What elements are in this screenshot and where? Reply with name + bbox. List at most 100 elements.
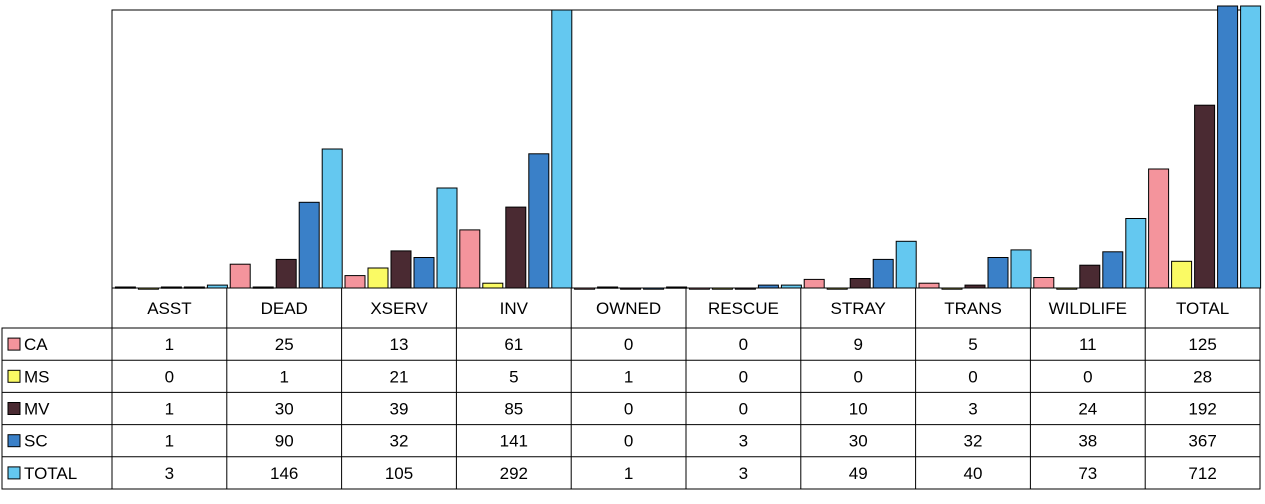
cell-ms-trans: 0 [968,367,977,386]
legend-swatch-ca [7,337,21,351]
bar-mv-inv [505,206,527,289]
bar-total-trans [1010,249,1032,289]
cell-total-asst: 3 [165,464,174,483]
bar-ca-dead [229,263,251,289]
legend: CA MS MV SC TOTAL [7,335,77,483]
bar-total-dead [321,148,343,289]
legend-swatch-mv [7,402,21,415]
cell-ms-asst: 0 [165,367,174,386]
cell-sc-stray: 30 [849,432,868,451]
category-label-total: TOTAL [1176,299,1229,318]
bar-sc-stray [872,258,894,289]
legend-label-ms: MS [24,367,50,386]
legend-swatch-total [7,466,21,480]
bar-ca-inv [459,229,481,289]
cell-ca-wildlife: 11 [1079,335,1097,354]
cell-total-xserv: 105 [385,464,413,483]
cell-ca-trans: 5 [968,335,977,354]
cell-total-dead: 146 [270,464,298,483]
category-label-inv: INV [500,299,529,318]
cell-ms-owned: 1 [624,367,633,386]
legend-label-mv: MV [24,400,50,419]
cell-sc-dead: 90 [275,432,294,451]
bar-mv-xserv [390,250,412,289]
cell-ca-rescue: 0 [739,335,748,354]
category-label-stray: STRAY [830,299,885,318]
cell-ca-dead: 25 [275,335,294,354]
cell-sc-inv: 141 [500,432,528,451]
cell-mv-xserv: 39 [390,400,409,419]
bar-ca-total [1148,168,1170,289]
cell-mv-inv: 85 [504,400,523,419]
bar-mv-dead [275,258,297,289]
bar-ca-trans [918,282,940,289]
cell-mv-trans: 3 [968,400,977,419]
cell-sc-asst: 1 [165,432,174,451]
bar-sc-inv [528,153,550,289]
cell-mv-asst: 1 [165,400,174,419]
cell-total-owned: 1 [624,464,633,483]
bar-sc-wildlife [1102,251,1124,289]
bar-ca-stray [803,278,825,289]
cell-total-wildlife: 73 [1078,464,1097,483]
cell-total-rescue: 3 [739,464,748,483]
bar-ca-wildlife [1033,277,1055,289]
category-label-wildlife: WILDLIFE [1049,299,1127,318]
cell-ca-inv: 61 [504,335,523,354]
cell-ms-dead: 1 [279,367,288,386]
bar-mv-stray [849,278,871,289]
cell-ca-stray: 9 [853,335,862,354]
bar-ms-xserv [367,267,389,289]
plot-area [111,9,1261,289]
cell-ms-stray: 0 [853,367,862,386]
cell-total-inv: 292 [500,464,528,483]
category-label-xserv: XSERV [370,299,428,318]
bar-sc-total [1217,5,1239,289]
category-label-dead: DEAD [261,299,308,318]
cell-mv-total: 192 [1188,400,1216,419]
category-label-asst: ASST [147,299,191,318]
cell-ca-asst: 1 [165,335,174,354]
cell-mv-stray: 10 [849,400,868,419]
bar-sc-trans [987,257,1009,289]
cell-total-total: 712 [1188,464,1216,483]
cell-sc-owned: 0 [624,432,633,451]
category-label-trans: TRANS [944,299,1002,318]
cell-ca-total: 125 [1188,335,1216,354]
bar-total-inv [551,9,573,289]
cell-mv-wildlife: 24 [1078,400,1097,419]
cell-sc-wildlife: 38 [1078,432,1097,451]
cell-mv-owned: 0 [624,400,633,419]
cell-sc-total: 367 [1188,432,1216,451]
cell-sc-trans: 32 [964,432,983,451]
bar-ms-total [1171,260,1193,289]
legend-label-ca: CA [24,335,48,354]
legend-swatch-sc [7,434,21,448]
cell-ca-xserv: 13 [390,335,409,354]
bar-mv-total [1194,104,1216,289]
category-label-rescue: RESCUE [708,299,779,318]
legend-label-total: TOTAL [24,464,77,483]
cell-sc-rescue: 3 [739,432,748,451]
category-label-owned: OWNED [596,299,661,318]
cell-sc-xserv: 32 [390,432,409,451]
bar-total-xserv [436,187,458,289]
bar-sc-dead [298,201,320,289]
cell-total-stray: 49 [849,464,868,483]
cell-ms-wildlife: 0 [1083,367,1092,386]
cell-ms-xserv: 21 [390,367,409,386]
cell-mv-dead: 30 [275,400,294,419]
bar-total-wildlife [1125,218,1147,289]
bars-group [114,5,1262,290]
cell-mv-rescue: 0 [739,400,748,419]
bar-sc-xserv [413,257,435,289]
cell-ms-total: 28 [1193,367,1212,386]
legend-label-sc: SC [24,432,48,451]
bar-ms-inv [482,282,504,289]
bar-mv-wildlife [1079,264,1101,289]
legend-swatch-ms [7,369,21,383]
bar-ca-xserv [344,275,366,289]
data-table-headers: ASST DEAD XSERV INV OWNED RESCUE STRAY TRANS WIL… [147,299,1229,318]
